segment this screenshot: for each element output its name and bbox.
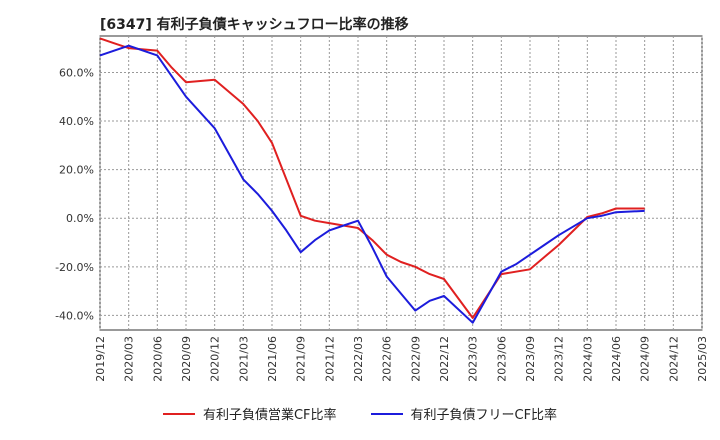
y-tick-label: 40.0% (59, 115, 94, 128)
y-tick-label: 20.0% (59, 164, 94, 177)
x-tick-label: 2024/03 (581, 336, 594, 382)
legend-item-operating-cf: 有利子負債営業CF比率 (162, 404, 337, 423)
x-tick-label: 2022/06 (381, 336, 394, 382)
x-tick-label: 2020/12 (209, 336, 222, 382)
x-tick-label: 2023/06 (495, 336, 508, 382)
legend-item-free-cf: 有利子負債フリーCF比率 (370, 404, 558, 423)
x-tick-label: 2024/06 (610, 336, 623, 382)
x-tick-label: 2022/03 (352, 336, 365, 382)
x-tick-label: 2021/12 (323, 336, 336, 382)
x-tick-label: 2021/03 (237, 336, 250, 382)
chart-title: [6347] 有利子負債キャッシュフロー比率の推移 (100, 17, 409, 33)
x-tick-label: 2019/12 (94, 336, 107, 382)
legend-label-free-cf: 有利子負債フリーCF比率 (410, 408, 558, 423)
legend-swatch-operating-cf (162, 412, 195, 415)
x-tick-label: 2025/03 (696, 336, 709, 382)
x-tick-label: 2022/09 (409, 336, 422, 382)
legend-swatch-free-cf (370, 412, 403, 415)
x-tick-label: 2021/06 (266, 336, 279, 382)
x-tick-label: 2024/09 (639, 336, 652, 382)
x-tick-label: 2023/12 (553, 336, 566, 382)
plot-area (99, 35, 703, 331)
legend: 有利子負債営業CF比率 有利子負債フリーCF比率 (0, 404, 720, 423)
x-tick-label: 2020/09 (180, 336, 193, 382)
y-tick-label: -40.0% (55, 309, 94, 322)
x-tick-label: 2024/12 (667, 336, 680, 382)
x-tick-label: 2023/03 (467, 336, 480, 382)
y-tick-label: -20.0% (55, 261, 94, 274)
x-tick-label: 2020/03 (123, 336, 136, 382)
series-line-free-cf (99, 44, 645, 324)
y-tick-label: 60.0% (59, 66, 94, 79)
x-tick-label: 2022/12 (438, 336, 451, 382)
y-tick-label: 0.0% (66, 212, 94, 225)
x-tick-label: 2020/06 (151, 336, 164, 382)
x-tick-label: 2023/09 (524, 336, 537, 382)
legend-label-operating-cf: 有利子負債営業CF比率 (202, 408, 337, 423)
x-tick-label: 2021/09 (295, 336, 308, 382)
